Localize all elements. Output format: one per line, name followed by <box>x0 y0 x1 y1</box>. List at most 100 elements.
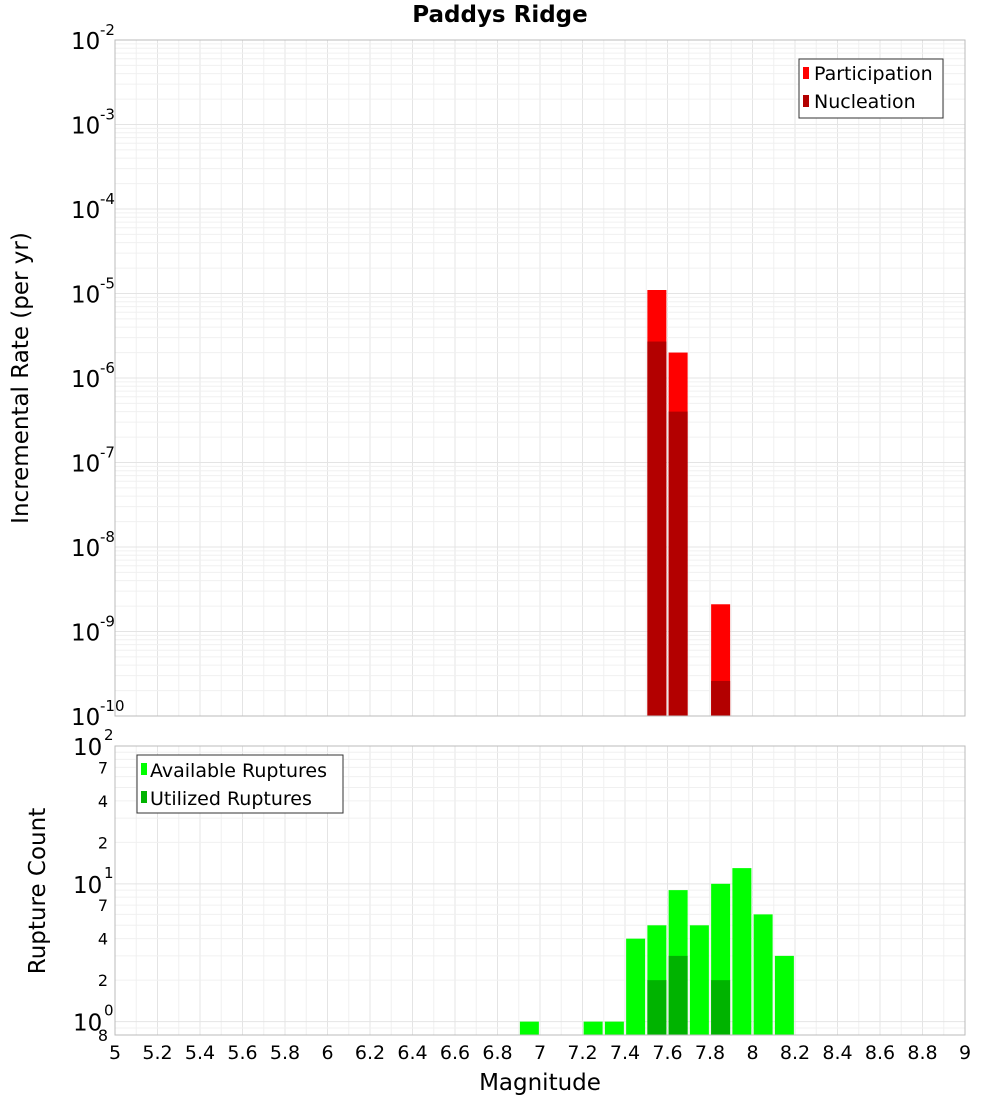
available-ruptures-bar <box>732 868 752 1035</box>
x-tick-label: 8.2 <box>780 1042 810 1064</box>
svg-text:10: 10 <box>71 29 100 55</box>
top-y-axis-label: Incremental Rate (per yr) <box>8 232 34 524</box>
legend-label-nucleation: Nucleation <box>814 91 916 113</box>
svg-text:10: 10 <box>71 705 100 731</box>
x-tick-label: 7.8 <box>695 1042 725 1064</box>
svg-text:2: 2 <box>98 833 108 852</box>
y-tick-label: 7 <box>98 896 108 915</box>
x-tick-label: 7.4 <box>610 1042 640 1064</box>
svg-text:-7: -7 <box>100 444 115 462</box>
bottom-plot-bars <box>519 868 794 1035</box>
top-plot-bars <box>647 290 731 716</box>
y-tick-label: 2 <box>98 971 108 990</box>
legend-swatch-available-ruptures <box>141 763 147 775</box>
x-tick-label: 8.6 <box>865 1042 895 1064</box>
svg-text:10: 10 <box>71 367 100 393</box>
x-tick-label: 5.8 <box>270 1042 300 1064</box>
y-tick-label: 10 -9 <box>71 613 115 647</box>
y-tick-label: 10 -4 <box>71 190 115 224</box>
svg-text:-4: -4 <box>100 190 115 208</box>
svg-text:10: 10 <box>71 114 100 140</box>
x-tick-labels: 5 5.2 5.4 5.6 5.8 6 6.2 6.4 6.6 6.8 7 7.2 7.4 7.6 7.8 8… <box>109 1042 971 1064</box>
y-tick-label: 10 0 <box>73 1002 114 1037</box>
x-tick-label: 6.8 <box>482 1042 512 1064</box>
svg-text:10: 10 <box>71 452 100 478</box>
x-tick-label: 6.2 <box>355 1042 385 1064</box>
x-tick-label: 6.4 <box>397 1042 427 1064</box>
utilized-ruptures-bar <box>711 980 731 1035</box>
x-tick-label: 6 <box>321 1042 333 1064</box>
x-tick-label: 8.8 <box>907 1042 937 1064</box>
svg-text:-8: -8 <box>100 528 115 546</box>
svg-text:10: 10 <box>71 621 100 647</box>
legend-label-utilized-ruptures: Utilized Ruptures <box>150 788 312 810</box>
x-tick-label: 5.4 <box>185 1042 215 1064</box>
svg-text:10: 10 <box>71 283 100 309</box>
x-tick-label: 7.6 <box>652 1042 682 1064</box>
svg-text:-10: -10 <box>100 697 125 715</box>
top-plot-frame <box>114 39 966 717</box>
y-tick-label: 10 -2 <box>71 21 115 55</box>
svg-text:-9: -9 <box>100 613 115 631</box>
svg-text:8: 8 <box>98 1026 108 1045</box>
x-tick-label: 6.6 <box>440 1042 470 1064</box>
svg-text:-3: -3 <box>100 106 115 124</box>
bottom-legend: Available Ruptures Utilized Ruptures <box>136 754 344 814</box>
utilized-ruptures-bar <box>647 980 667 1035</box>
bottom-y-axis-label: Rupture Count <box>25 808 51 974</box>
svg-text:10: 10 <box>73 735 102 761</box>
x-tick-label: 5 <box>109 1042 121 1064</box>
top-plot-grid <box>114 40 966 717</box>
svg-text:10: 10 <box>73 873 102 899</box>
nucleation-bar <box>668 411 688 716</box>
svg-text:0: 0 <box>104 1002 114 1020</box>
svg-text:10: 10 <box>73 1011 102 1037</box>
y-tick-label: 2 <box>98 833 108 852</box>
nucleation-bar <box>711 680 731 716</box>
bottom-plot-frame <box>114 745 966 1036</box>
y-tick-label: 10 -5 <box>71 275 115 309</box>
utilized-ruptures-bar <box>668 955 688 1035</box>
legend-label-participation: Participation <box>814 63 933 85</box>
available-ruptures-bar <box>583 1021 603 1035</box>
svg-text:4: 4 <box>98 792 108 811</box>
available-ruptures-bar <box>626 938 646 1035</box>
y-tick-label: 10 -8 <box>71 528 115 562</box>
svg-text:4: 4 <box>98 930 108 949</box>
svg-text:-5: -5 <box>100 275 115 293</box>
chart-title: Paddys Ridge <box>412 2 588 28</box>
x-tick-label: 5.2 <box>142 1042 172 1064</box>
svg-text:-6: -6 <box>100 359 115 377</box>
legend-swatch-participation <box>803 67 809 79</box>
legend-swatch-utilized-ruptures <box>141 791 147 803</box>
available-ruptures-bar <box>774 955 794 1035</box>
svg-text:10: 10 <box>71 198 100 224</box>
x-tick-label: 7 <box>534 1042 546 1064</box>
available-ruptures-bar <box>604 1021 624 1035</box>
y-tick-label: 10 2 <box>73 726 114 761</box>
svg-text:7: 7 <box>98 896 108 915</box>
svg-text:2: 2 <box>98 971 108 990</box>
y-tick-label: 7 <box>98 758 108 777</box>
y-tick-label: 10 -3 <box>71 106 115 140</box>
x-tick-label: 5.6 <box>227 1042 257 1064</box>
x-axis-label: Magnitude <box>479 1070 601 1096</box>
x-tick-label: 7.2 <box>567 1042 597 1064</box>
legend-swatch-nucleation <box>803 95 809 107</box>
x-tick-label: 8.4 <box>822 1042 852 1064</box>
svg-text:2: 2 <box>104 726 114 744</box>
y-tick-label: 8 <box>98 1026 108 1045</box>
svg-text:1: 1 <box>104 864 114 882</box>
y-tick-label: 10 -10 <box>71 697 125 731</box>
available-ruptures-bar <box>753 914 773 1035</box>
available-ruptures-bar <box>689 925 709 1035</box>
nucleation-bar <box>647 341 667 716</box>
y-tick-label: 10 1 <box>73 864 114 899</box>
svg-text:10: 10 <box>71 536 100 562</box>
y-tick-label: 4 <box>98 930 108 949</box>
top-legend: Participation Nucleation <box>798 58 944 119</box>
y-tick-label: 10 -6 <box>71 359 115 393</box>
